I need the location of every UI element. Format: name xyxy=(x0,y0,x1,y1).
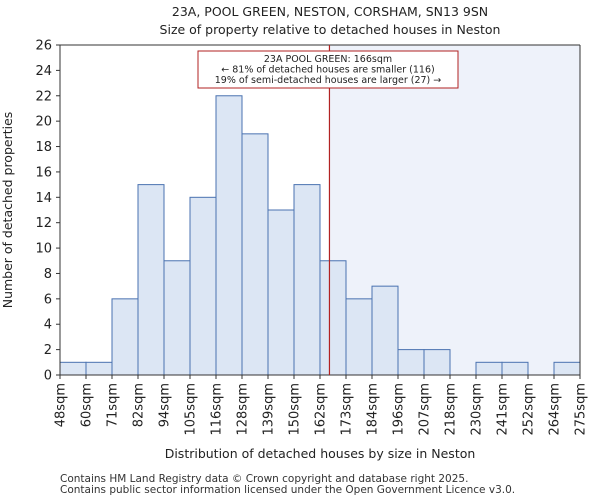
chart-subtitle: Size of property relative to detached ho… xyxy=(160,22,501,37)
histogram-bar xyxy=(85,361,113,376)
x-tick-label: 264sqm xyxy=(548,383,563,436)
x-tick-label: 82sqm xyxy=(132,383,147,427)
histogram-bar xyxy=(553,361,581,376)
histogram-bar xyxy=(189,196,217,376)
y-tick-label: 2 xyxy=(44,343,52,358)
x-tick-label: 184sqm xyxy=(366,383,381,436)
y-tick-label: 14 xyxy=(35,191,52,206)
x-tick-label: 105sqm xyxy=(184,383,199,436)
x-tick-label: 241sqm xyxy=(496,383,511,436)
annotation-larger-text: 19% of semi-detached houses are larger (… xyxy=(215,75,442,86)
annotation-smaller-text: ← 81% of detached houses are smaller (11… xyxy=(221,65,434,76)
x-axis-label: Distribution of detached houses by size … xyxy=(165,446,476,461)
annotation-box xyxy=(197,50,459,89)
y-tick-label: 12 xyxy=(35,216,52,231)
histogram-bar xyxy=(215,95,243,376)
x-tick-label: 173sqm xyxy=(340,383,355,436)
y-tick-label: 22 xyxy=(35,89,52,104)
histogram-bar xyxy=(397,349,425,376)
x-tick-label: 230sqm xyxy=(470,383,485,436)
histogram-bar xyxy=(475,361,503,376)
annotation-title: 23A POOL GREEN: 166sqm xyxy=(264,54,392,65)
x-tick-label: 48sqm xyxy=(54,383,69,427)
histogram-bar xyxy=(345,298,373,376)
y-tick-label: 0 xyxy=(44,369,52,384)
histogram-bar xyxy=(267,209,295,376)
x-tick-label: 162sqm xyxy=(314,383,329,436)
x-tick-label: 275sqm xyxy=(574,383,589,436)
y-tick-label: 26 xyxy=(35,39,52,54)
x-tick-label: 207sqm xyxy=(418,383,433,436)
histogram-bar xyxy=(163,260,191,376)
x-tick-label: 150sqm xyxy=(288,383,303,436)
y-tick-label: 18 xyxy=(35,140,52,155)
x-tick-label: 218sqm xyxy=(444,383,459,436)
y-tick-label: 10 xyxy=(35,242,52,257)
y-tick-label: 6 xyxy=(44,292,52,307)
x-tick-label: 60sqm xyxy=(80,383,95,427)
y-tick-label: 16 xyxy=(35,165,52,180)
histogram-bar xyxy=(501,361,529,376)
histogram-bar xyxy=(137,184,165,376)
y-tick-label: 24 xyxy=(35,64,52,79)
x-tick-label: 252sqm xyxy=(522,383,537,436)
x-tick-label: 116sqm xyxy=(210,383,225,436)
y-tick-label: 4 xyxy=(44,318,52,333)
histogram-bar xyxy=(319,260,347,376)
footer-attribution-1: Contains HM Land Registry data © Crown c… xyxy=(60,473,469,485)
x-tick-label: 128sqm xyxy=(236,383,251,436)
x-tick-label: 196sqm xyxy=(392,383,407,436)
y-axis-label: Number of detached properties xyxy=(0,112,15,309)
histogram-bar xyxy=(59,361,87,376)
x-tick-label: 139sqm xyxy=(262,383,277,436)
y-tick-label: 20 xyxy=(35,115,52,130)
histogram-bar xyxy=(371,285,399,376)
chart-title: 23A, POOL GREEN, NESTON, CORSHAM, SN13 9… xyxy=(172,4,488,19)
footer-attribution-2: Contains public sector information licen… xyxy=(60,484,516,496)
histogram-bar xyxy=(293,184,321,376)
x-tick-label: 94sqm xyxy=(158,383,173,427)
histogram-bar xyxy=(241,133,269,376)
histogram-bar xyxy=(423,349,451,376)
histogram-bar xyxy=(111,298,139,376)
y-tick-label: 8 xyxy=(44,267,52,282)
x-tick-label: 71sqm xyxy=(106,383,121,427)
